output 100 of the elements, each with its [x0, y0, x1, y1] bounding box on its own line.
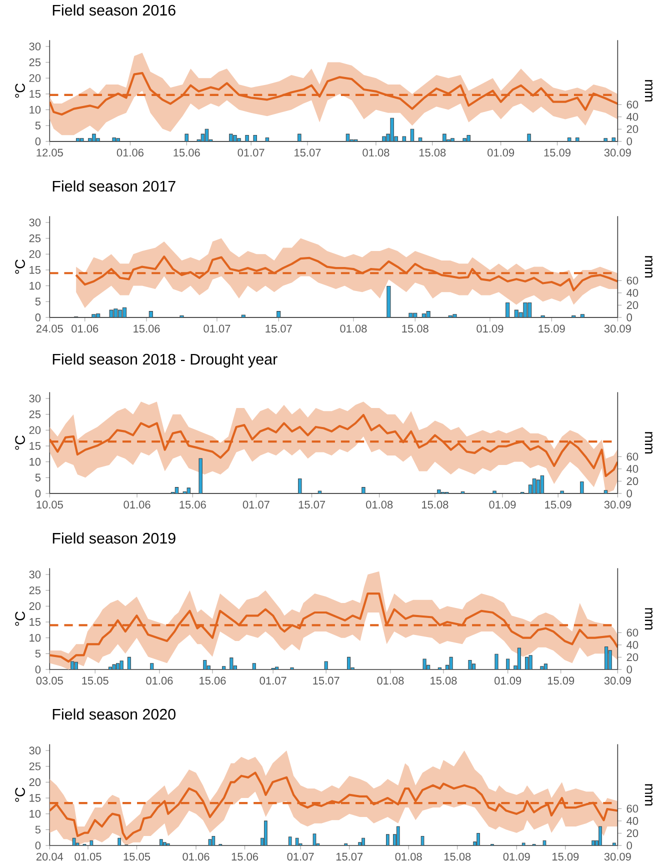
- x-tick-label: 15.09: [544, 148, 571, 157]
- y-tick-label: 25: [29, 586, 41, 594]
- y-tick-label: 20: [29, 426, 41, 434]
- x-tick-label: 01.09: [494, 676, 522, 685]
- y-tick-label: 0: [35, 314, 41, 322]
- y-tick-label: 25: [29, 234, 41, 242]
- x-tick-label: 10.05: [36, 500, 63, 509]
- y-tick-label: 25: [29, 410, 41, 418]
- x-tick-label: 15.07: [313, 676, 340, 685]
- x-tick-label: 01.08: [377, 676, 404, 685]
- y-tick-label: 5: [35, 826, 41, 834]
- x-tick-label: 30.09: [604, 500, 631, 509]
- y-tick-label: 10: [30, 106, 41, 114]
- x-tick-label: 01.09: [503, 852, 530, 861]
- x-tick-label: 15.07: [298, 500, 326, 509]
- y-axis-title: °C: [15, 436, 26, 450]
- y-tick-label: 5: [35, 474, 41, 482]
- x-tick-label: 15.06: [232, 852, 258, 861]
- y-axis-title: °C: [15, 612, 26, 626]
- y2-axis-title: mm: [645, 608, 653, 630]
- y2-tick-label: 0: [626, 314, 632, 322]
- y-tick-label: 20: [29, 778, 41, 786]
- y2-tick-label: 0: [626, 490, 632, 498]
- y2-tick-label: 60: [626, 804, 638, 813]
- x-tick-label: 30.09: [604, 852, 631, 861]
- y-tick-label: 30: [29, 570, 41, 578]
- y-tick-label: 25: [29, 762, 41, 770]
- y2-tick-label: 0: [626, 842, 632, 850]
- y2-tick-label: 40: [626, 112, 638, 121]
- y-tick-label: 5: [35, 298, 41, 306]
- x-tick-label: 01.06: [146, 676, 173, 685]
- x-tick-label: 15.07: [294, 148, 321, 157]
- x-tick-label: 15.08: [444, 852, 471, 861]
- x-tick-label: 01.07: [204, 324, 230, 333]
- y2-axis-title: mm: [645, 432, 653, 454]
- y2-tick-label: 20: [626, 653, 638, 662]
- x-tick-label: 15.08: [422, 500, 448, 509]
- x-tick-label: 01.08: [366, 500, 393, 509]
- x-tick-label: 01.05: [74, 852, 102, 861]
- y2-tick-label: 20: [626, 477, 638, 486]
- x-tick-label: 15.07: [336, 852, 363, 861]
- y-tick-label: 30: [29, 746, 41, 754]
- y2-axis-title: mm: [645, 80, 653, 102]
- x-tick-label: 01.06: [72, 324, 98, 333]
- x-tick-label: 15.09: [552, 852, 579, 861]
- x-tick-label: 15.06: [200, 676, 226, 685]
- x-tick-label: 15.09: [545, 500, 572, 509]
- y2-tick-label: 60: [626, 276, 638, 284]
- x-tick-label: 15.06: [180, 500, 206, 509]
- chart-title: Field season 2016: [52, 4, 176, 16]
- y-tick-label: 30: [29, 42, 41, 50]
- y2-tick-label: 20: [626, 301, 638, 310]
- x-tick-label: 12.05: [36, 148, 63, 157]
- y-tick-label: 15: [30, 266, 41, 274]
- y-tick-label: 10: [30, 282, 41, 290]
- y-tick-label: 20: [29, 250, 41, 258]
- x-tick-label: 01.07: [260, 676, 286, 685]
- x-tick-label: 01.07: [287, 852, 314, 861]
- x-tick-label: 15.05: [124, 852, 150, 861]
- y2-tick-label: 60: [626, 100, 638, 108]
- x-tick-label: 15.09: [548, 676, 574, 685]
- x-tick-label: 01.08: [362, 148, 390, 157]
- y-tick-label: 0: [35, 842, 41, 850]
- x-tick-label: 01.08: [395, 852, 422, 861]
- y-tick-label: 0: [35, 666, 41, 674]
- chart-title: Field season 2019: [52, 532, 176, 544]
- y2-axis-title: mm: [645, 256, 653, 278]
- x-tick-label: 01.09: [476, 324, 504, 333]
- x-tick-label: 30.09: [604, 676, 631, 685]
- x-tick-label: 01.07: [242, 500, 270, 509]
- y-tick-label: 5: [35, 650, 41, 658]
- x-tick-label: 15.06: [134, 324, 160, 333]
- y2-tick-label: 0: [626, 666, 632, 674]
- x-tick-label: 15.07: [266, 324, 292, 333]
- y2-tick-label: 20: [626, 125, 638, 134]
- y2-tick-label: 40: [626, 465, 638, 473]
- x-tick-label: 01.06: [116, 148, 144, 157]
- y-tick-label: 15: [30, 618, 41, 626]
- y-axis-title: °C: [15, 260, 26, 274]
- y-tick-label: 20: [29, 602, 41, 610]
- chart-title: Field season 2017: [52, 180, 176, 192]
- x-tick-label: 01.06: [124, 500, 150, 509]
- y-tick-label: 30: [29, 394, 41, 402]
- y-tick-label: 0: [35, 490, 41, 498]
- x-tick-label: 24.05: [36, 324, 63, 333]
- x-tick-label: 15.08: [402, 324, 428, 333]
- y-tick-label: 15: [30, 442, 41, 450]
- x-tick-label: 01.09: [488, 148, 514, 157]
- x-tick-label: 01.07: [238, 148, 264, 157]
- y2-tick-label: 20: [626, 829, 638, 838]
- y-tick-label: 0: [35, 138, 41, 146]
- x-tick-label: 15.06: [174, 148, 200, 157]
- x-tick-label: 15.09: [538, 324, 565, 333]
- y-tick-label: 10: [30, 458, 41, 466]
- y2-tick-label: 60: [626, 628, 638, 637]
- y2-tick-label: 40: [626, 817, 638, 825]
- x-tick-label: 01.09: [489, 500, 516, 509]
- y-tick-label: 10: [30, 810, 41, 818]
- y-axis-title: °C: [15, 788, 26, 802]
- y-tick-label: 15: [30, 794, 41, 802]
